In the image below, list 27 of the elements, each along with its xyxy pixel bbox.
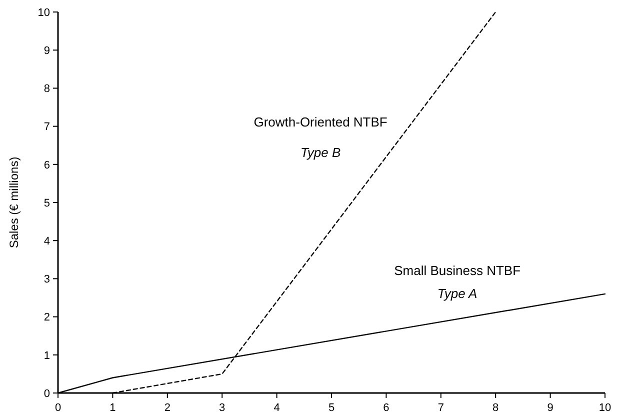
x-tick-label: 10 [598,402,612,414]
annotation: Growth-Oriented NTBF [254,114,388,130]
y-tick-label: 3 [44,274,50,286]
x-tick-label: 2 [164,402,170,414]
x-tick-label: 3 [219,402,226,414]
y-tick-label: 8 [44,83,50,96]
y-tick-label: 9 [44,44,50,57]
x-tick-label: 4 [274,402,280,414]
y-tick-label: 2 [44,312,50,324]
annotation: Type B [300,144,341,160]
x-tick-label: 1 [110,402,116,414]
y-axis-title: Sales (€ millions) [7,156,21,248]
x-tick-label: 0 [54,402,62,414]
y-tick-label: 0 [44,388,50,400]
y-tick-label: 10 [38,6,50,19]
x-tick-label: 6 [383,402,390,414]
y-tick-label: 5 [44,197,50,210]
x-tick-label: 9 [547,402,554,414]
annotation: Small Business NTBF [394,262,521,278]
y-tick-label: 1 [44,350,50,362]
x-tick-label: 5 [328,402,335,414]
y-tick-label: 6 [44,159,50,172]
y-tick-label: 4 [44,235,50,248]
x-tick-label: 8 [492,402,499,414]
annotation: Type A [437,286,478,301]
y-tick-label: 7 [44,121,50,134]
x-tick-label: 7 [438,402,444,414]
